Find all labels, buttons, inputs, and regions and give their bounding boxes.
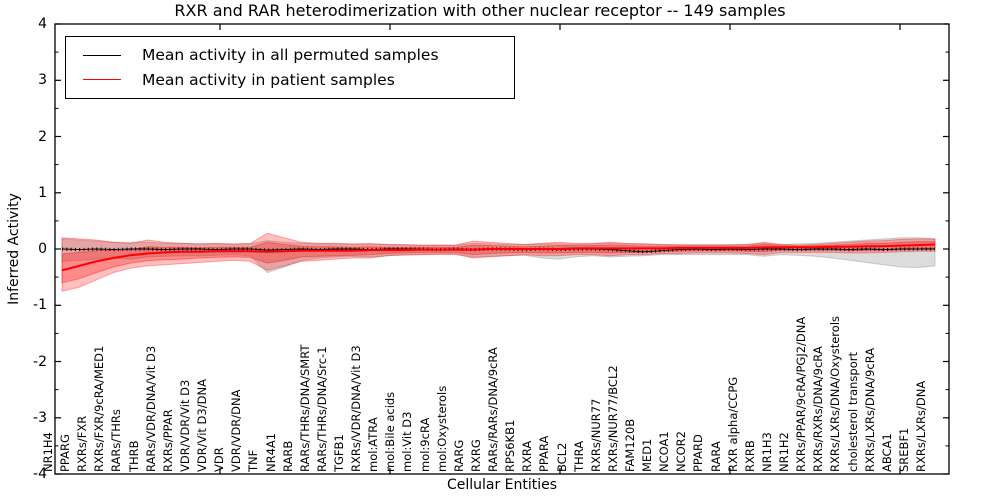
x-tick-label: RXRs/LXRs/DNA: [914, 380, 928, 472]
x-tick-label: mol:Vit D3: [400, 411, 415, 472]
x-tick-label: PPARA: [537, 435, 552, 472]
x-tick-label: VDR: [212, 447, 227, 472]
legend-line-sample-red: [83, 79, 121, 81]
x-tick-label: VDR/VDR/Vit D3: [177, 379, 192, 472]
x-tick-label: VDR/VDR/DNA: [229, 389, 244, 473]
x-tick-label: RXRs/NUR77: [588, 398, 603, 472]
legend-line-sample-black: [83, 54, 121, 56]
legend-entry-patient: Mean activity in patient samples: [83, 71, 514, 89]
y-tick-label: 1: [38, 184, 47, 201]
x-tick-label: RXRG: [468, 439, 483, 472]
x-tick-label: mol:Bile acids: [383, 391, 398, 472]
x-tick-label: mol:9cRA: [417, 417, 432, 472]
band-permuted-samples-spread: [61, 237, 936, 274]
x-tick-label: RARs/THRs/DNA/SMRT: [297, 344, 312, 472]
x-tick-label: mol:ATRA: [366, 417, 381, 472]
x-tick-label: RXRs/NUR77/BCL2: [605, 365, 620, 472]
x-tick-label: RXRB: [742, 440, 757, 472]
y-tick-label: 4: [38, 16, 47, 32]
x-tick-label: THRA: [571, 440, 586, 472]
y-tick-label: -2: [33, 353, 47, 370]
axes-frame: [54, 23, 950, 475]
y-tick-label: -4: [33, 466, 47, 482]
patient-mean-line: [61, 243, 936, 272]
x-tick-label: RXRA: [520, 440, 535, 472]
legend-label: Mean activity in all permuted samples: [142, 46, 439, 65]
x-tick-label: RXRs/FXR: [75, 415, 90, 472]
x-tick-label: mol:Oxysterols: [434, 385, 449, 472]
legend: Mean activity in all permuted samples Me…: [65, 36, 515, 99]
x-tick-label: NR1H4: [41, 432, 55, 472]
x-tick-label: PPARD: [691, 434, 706, 472]
x-tick-label: TNF: [246, 449, 261, 472]
x-tick-label: RXRs/RXRs/DNA/9cRA: [811, 346, 826, 472]
x-tick-label: NCOA1: [657, 431, 672, 472]
x-axis-label: Cellular Entities: [446, 477, 558, 493]
x-tick-label: NR4A1: [263, 432, 278, 472]
band-patient-samples-spread-outer: [61, 232, 936, 292]
x-tick-label: SREBF1: [896, 427, 911, 472]
x-tick-label: FAM120B: [623, 418, 637, 472]
x-tick-label: RARs/THRs: [109, 409, 124, 472]
x-tick-label: THRB: [126, 440, 141, 472]
confidence-bands: [61, 232, 936, 292]
y-tick-label: 2: [38, 128, 47, 145]
legend-entry-permuted: Mean activity in all permuted samples: [83, 46, 514, 64]
x-tick-label: RARB: [280, 440, 295, 472]
x-tick-label: RXR alpha/CCPG: [725, 376, 740, 472]
x-tick-label: MED1: [640, 438, 655, 472]
x-tick-label: RXRs/VDR/DNA/Vit D3: [349, 345, 364, 472]
x-tick-label: VDR/Vit D3/DNA: [195, 379, 210, 472]
x-tick-label: RARA: [708, 441, 723, 472]
y-tick-label: -3: [33, 409, 47, 426]
x-tick-label: TGFB1: [332, 434, 346, 472]
series-lines: [61, 243, 936, 272]
x-tick-label: cholesterol transport: [845, 352, 860, 472]
x-tick-label: NR1H2: [777, 432, 792, 472]
x-tick-label: RXRs/PPAR/9cRA/PGJ2/DNA: [794, 316, 809, 472]
x-tick-label: RARs/VDR/DNA/Vit D3: [143, 345, 158, 472]
y-tick-label: -1: [33, 297, 47, 314]
y-tick-label: 3: [38, 72, 47, 89]
x-tick-label: NR1H3: [759, 432, 774, 472]
x-tick-label: RARs/THRs/DNA/Src-1: [314, 346, 329, 472]
x-tick-label: BCL2: [554, 442, 569, 472]
legend-label: Mean activity in patient samples: [142, 70, 395, 89]
x-tick-label: RARs/RARs/DNA/9cRA: [486, 347, 501, 472]
x-tick-label: NCOR2: [674, 431, 689, 472]
x-tick-label: RARG: [451, 439, 466, 472]
x-tick-label: RXRs/LXRs/DNA/9cRA: [862, 347, 877, 472]
x-tick-label: RPS6KB1: [503, 419, 518, 472]
y-tick-label: 0: [38, 241, 47, 257]
x-tick-label: PPARG: [58, 434, 73, 472]
x-tick-label: RXRs/FXR/9cRA/MED1: [92, 345, 107, 472]
x-tick-label: ABCA1: [879, 433, 894, 472]
x-tick-label: RXRs/LXRs/DNA/Oxysterols: [828, 315, 843, 472]
x-tick-label: RXRs/PPAR: [160, 409, 175, 472]
chart-title: RXR and RAR heterodimerization with othe…: [174, 1, 786, 20]
